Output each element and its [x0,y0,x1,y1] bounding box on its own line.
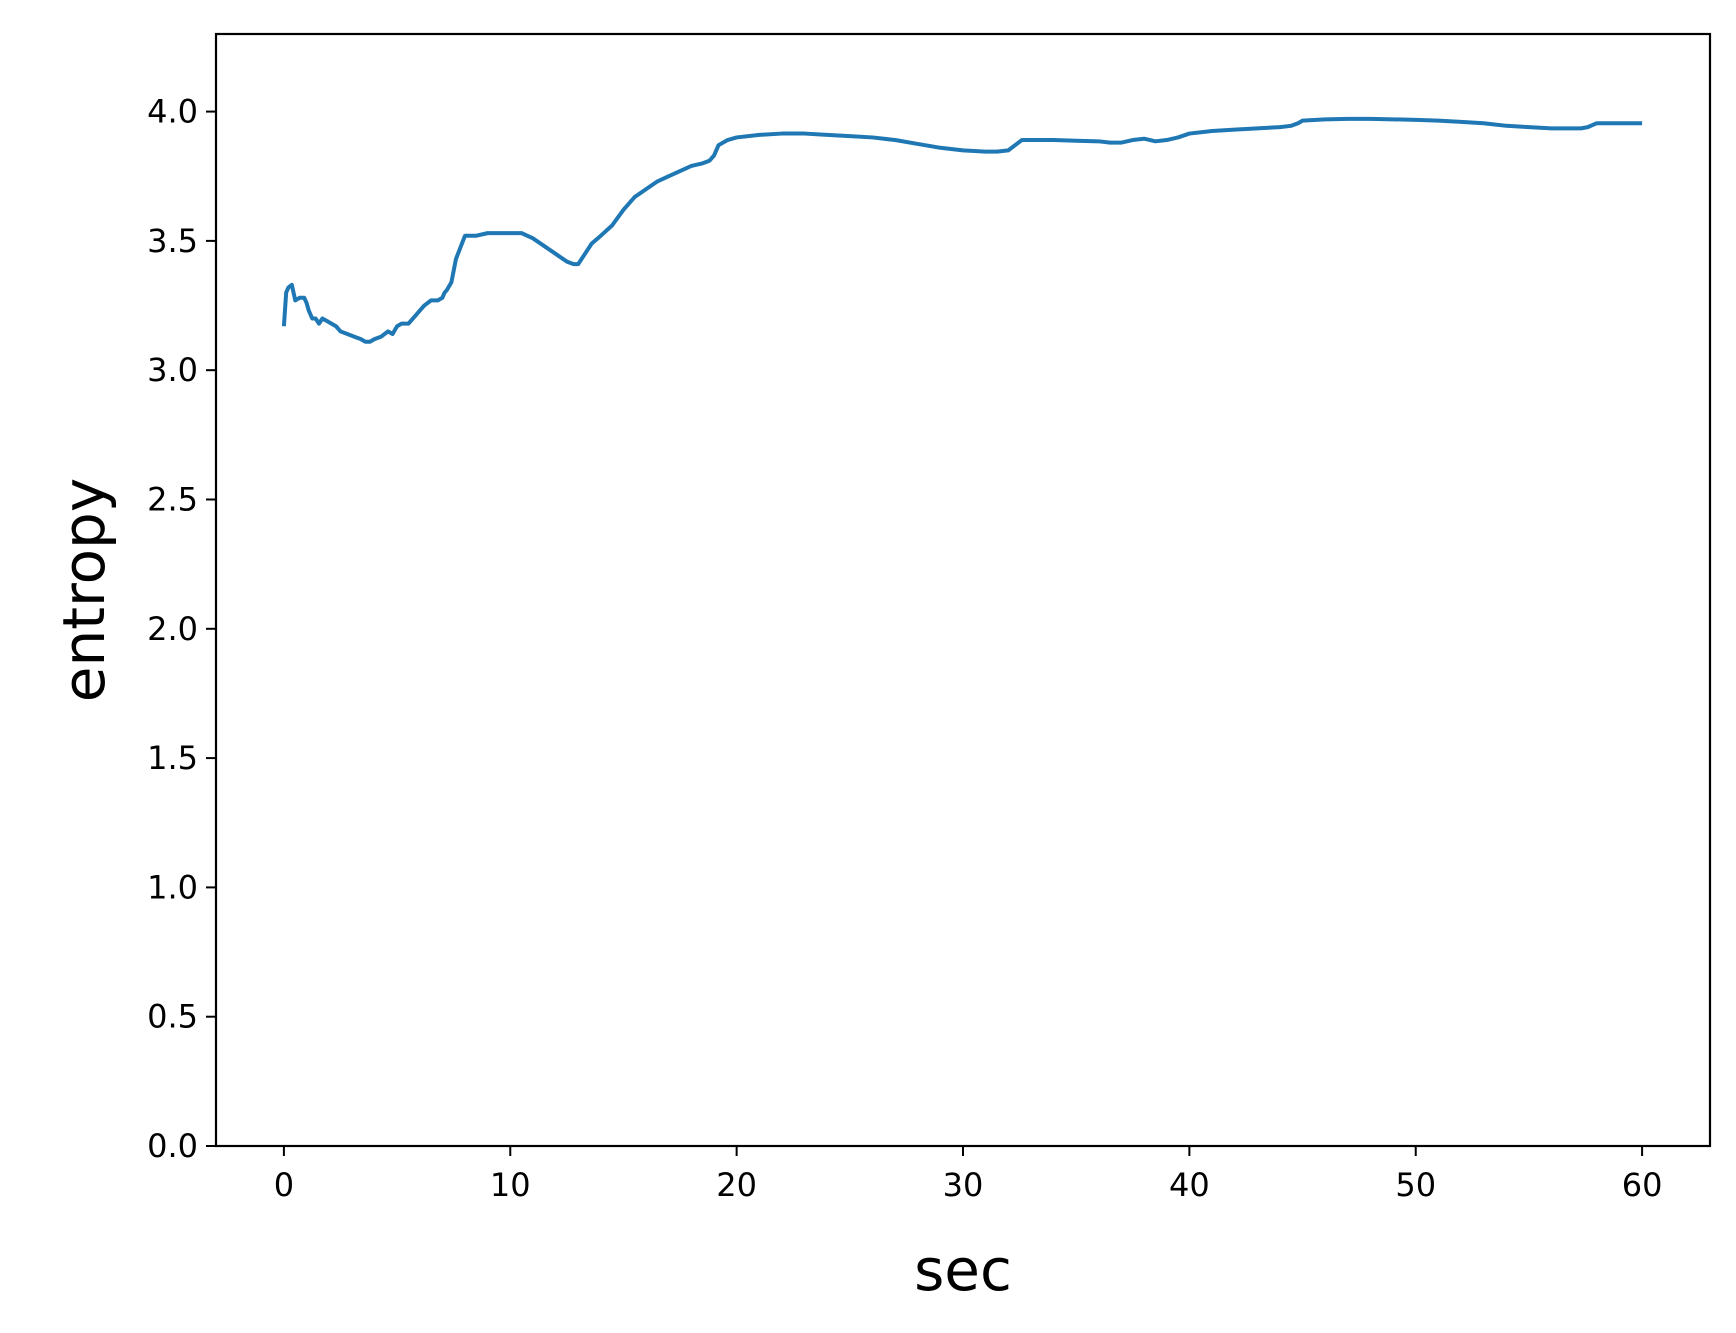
y-axis-ticks: 0.0 0.5 1.0 1.5 2.0 2.5 3.0 3.5 4.0 [147,93,216,1165]
x-tick-label: 10 [490,1166,531,1204]
plot-frame [214,32,1712,1148]
x-tick-label: 20 [716,1166,757,1204]
y-tick-label: 4.0 [147,93,198,131]
x-tick-label: 0 [274,1166,294,1204]
x-tick-label: 30 [943,1166,984,1204]
x-tick-label: 50 [1395,1166,1436,1204]
y-tick-label: 3.5 [147,222,198,260]
y-axis-label: entropy [50,478,118,702]
x-tick-label: 40 [1169,1166,1210,1204]
x-axis-label: sec [914,1236,1012,1304]
y-tick-label: 0.5 [147,998,198,1036]
y-tick-label: 2.5 [147,480,198,518]
y-tick-label: 1.5 [147,739,198,777]
y-tick-label: 1.0 [147,868,198,906]
y-tick-label: 3.0 [147,351,198,389]
y-tick-label: 0.0 [147,1127,198,1165]
series-line [281,116,1643,344]
x-tick-label: 60 [1622,1166,1663,1204]
y-tick-label: 2.0 [147,610,198,648]
x-axis-ticks: 0 10 20 30 40 50 60 [274,1146,1663,1204]
